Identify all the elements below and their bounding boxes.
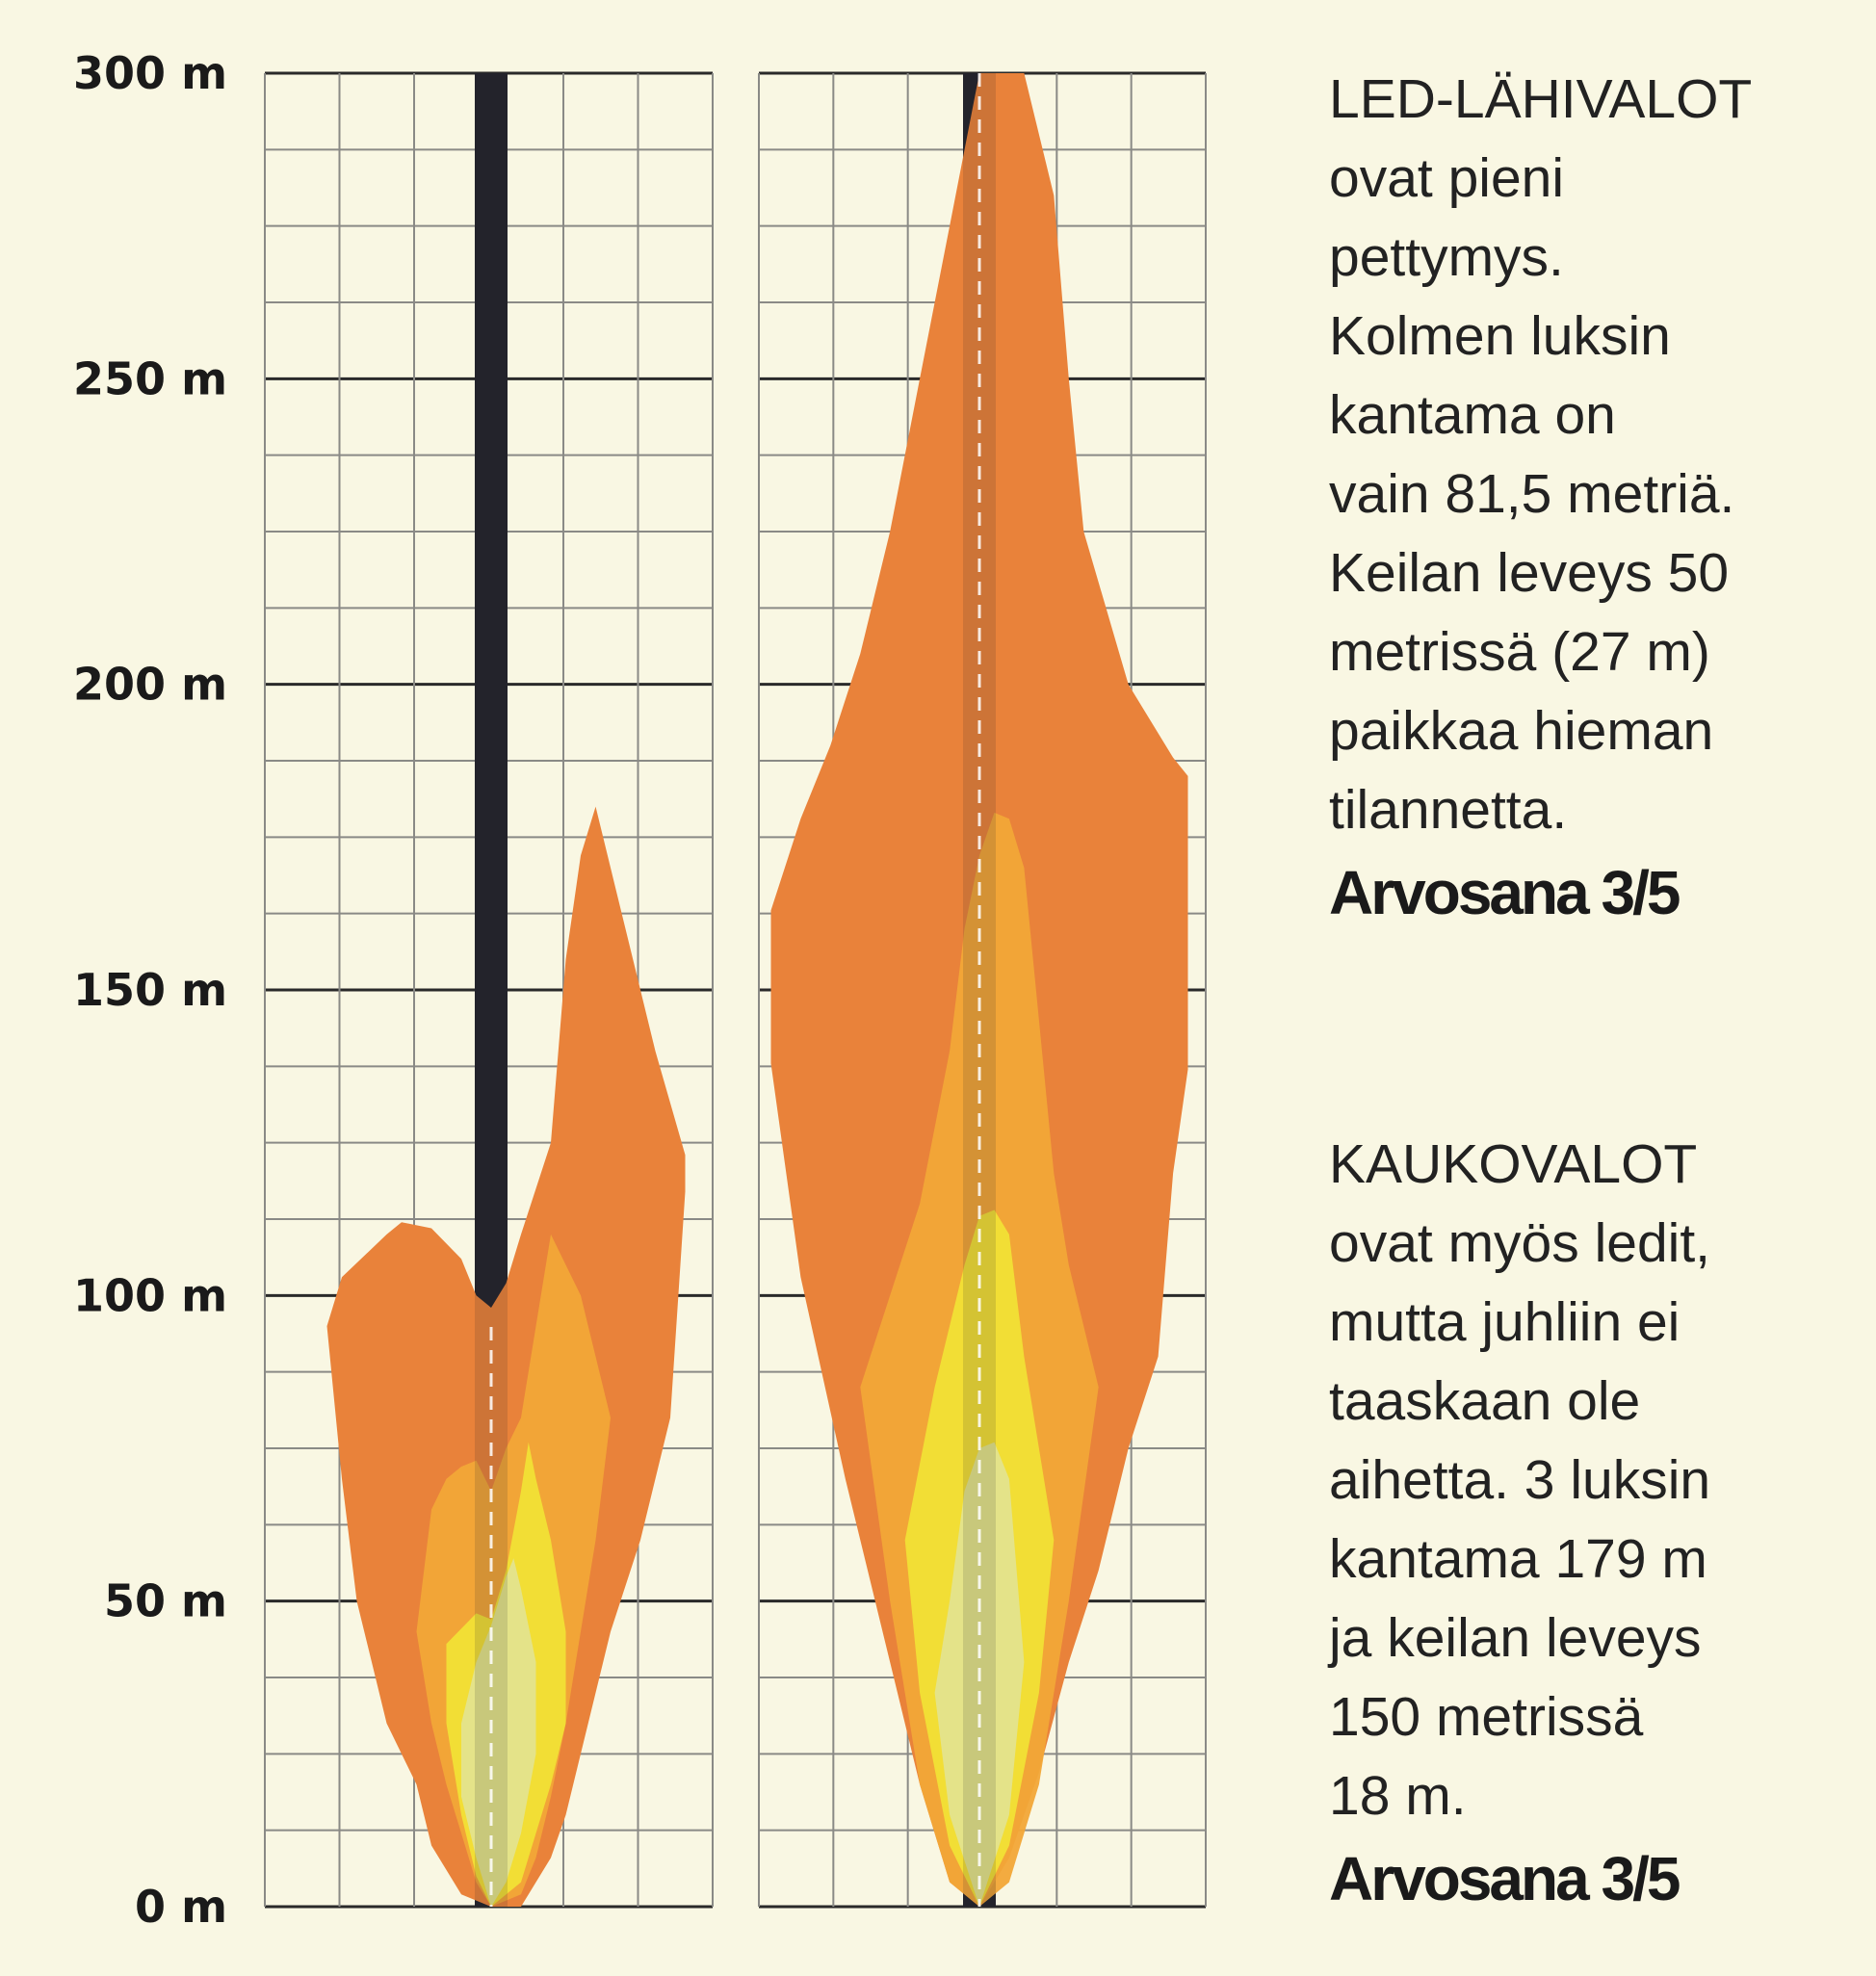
high-beam-description: KAUKOVALOT ovat myös ledit, mutta juhlii… — [1329, 1133, 1711, 1827]
y-tick-label: 50 m — [104, 1575, 227, 1627]
panel-left-low-beam — [264, 71, 714, 1909]
y-tick-label: 200 m — [73, 659, 227, 711]
y-tick-label: 100 m — [73, 1269, 227, 1321]
low-beam-text-block: LED-LÄHIVALOT ovat pieni pettymys. Kolme… — [1329, 60, 1849, 928]
y-tick-label: 250 m — [73, 352, 227, 404]
panel-right-high-beam — [758, 71, 1207, 1909]
high-beam-text-block: KAUKOVALOT ovat myös ledit, mutta juhlii… — [1329, 1125, 1849, 1914]
road-overlay — [475, 73, 508, 1907]
y-tick-label: 0 m — [135, 1881, 227, 1933]
road-upper — [475, 73, 508, 1309]
y-axis-ticks: 300 m 250 m 200 m 150 m 100 m 50 m 0 m — [73, 47, 227, 1933]
beam-area-core — [461, 1558, 536, 1907]
y-tick-label: 300 m — [73, 47, 227, 99]
low-beam-grade: Arvosana 3/5 — [1329, 858, 1681, 927]
y-tick-label: 150 m — [73, 964, 227, 1016]
low-beam-description: LED-LÄHIVALOT ovat pieni pettymys. Kolme… — [1329, 68, 1753, 841]
high-beam-grade: Arvosana 3/5 — [1329, 1844, 1681, 1913]
